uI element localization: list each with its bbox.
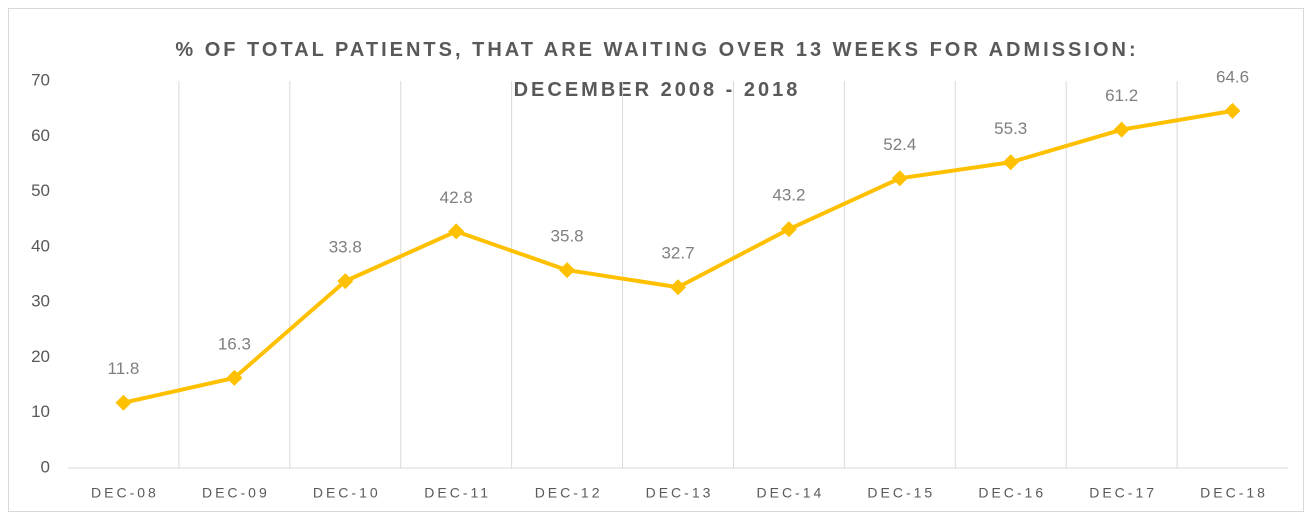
x-tick-label: DEC-15 [867,485,935,501]
marker [448,223,465,240]
chart-title: % OF TOTAL PATIENTS, THAT ARE WAITING OV… [175,39,1139,101]
marker [1113,121,1130,138]
marker [226,369,243,386]
data-label: 55.3 [994,119,1027,138]
marker [780,221,797,238]
marker [1224,102,1241,119]
marker [670,279,686,296]
data-label: 32.7 [661,244,694,263]
x-tick-label: DEC-08 [91,485,159,501]
data-label: 42.8 [440,188,473,207]
marker [1002,154,1019,171]
x-tick-label: DEC-16 [978,485,1046,501]
data-label: 61.2 [1105,86,1138,105]
y-tick-label: 70 [31,70,50,89]
data-label: 64.6 [1216,67,1249,86]
y-tick-label: 50 [31,181,50,200]
y-tick-label: 10 [31,402,50,421]
y-tick-label: 60 [31,126,50,145]
marker [559,262,576,279]
y-tick-label: 20 [31,347,50,366]
x-tick-label: DEC-11 [424,485,491,501]
data-label: 43.2 [772,186,805,205]
x-tick-label: DEC-10 [313,485,381,501]
x-tick-label: DEC-17 [1089,485,1157,501]
marker [115,394,132,411]
data-label: 16.3 [218,334,251,353]
data-label: 35.8 [551,227,584,246]
x-tick-label: DEC-18 [1200,485,1268,501]
data-label: 11.8 [108,359,140,378]
y-tick-label: 30 [31,292,50,311]
x-tick-label: DEC-12 [535,485,603,501]
marker [891,170,908,187]
y-tick-label: 0 [41,457,50,476]
y-tick-label: 40 [31,236,50,255]
chart-frame [8,8,1304,512]
x-tick-label: DEC-13 [646,485,714,501]
x-tick-label: DEC-09 [202,485,270,501]
x-tick-label: DEC-14 [757,485,825,501]
data-label: 33.8 [329,238,362,257]
marker [337,273,354,290]
data-label: 52.4 [883,135,916,154]
